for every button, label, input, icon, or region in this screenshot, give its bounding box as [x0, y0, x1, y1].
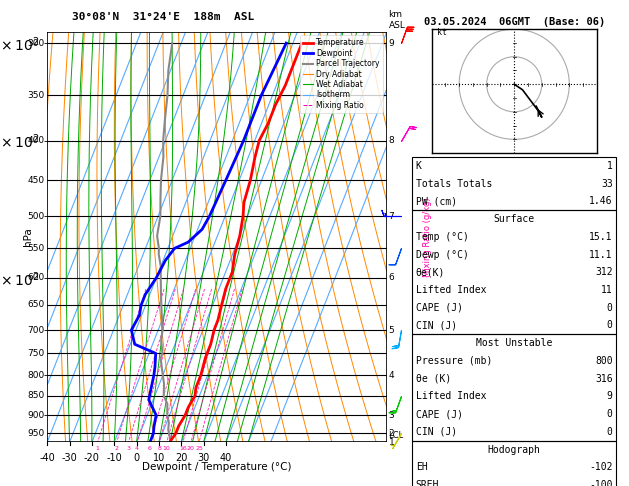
Text: 4: 4	[389, 371, 394, 380]
Text: Lifted Index: Lifted Index	[416, 391, 486, 401]
Text: EH: EH	[416, 462, 428, 472]
Text: 25: 25	[195, 446, 203, 451]
Text: 800: 800	[27, 371, 45, 380]
Text: Mixing Ratio (g/kg): Mixing Ratio (g/kg)	[423, 197, 432, 277]
Text: 16: 16	[179, 446, 187, 451]
Text: CAPE (J): CAPE (J)	[416, 409, 463, 419]
Text: 900: 900	[27, 411, 45, 419]
Text: 20: 20	[187, 446, 195, 451]
Text: 2: 2	[389, 429, 394, 438]
Text: km: km	[389, 10, 403, 19]
Text: 1: 1	[389, 438, 394, 447]
Text: SREH: SREH	[416, 480, 439, 486]
Text: CIN (J): CIN (J)	[416, 320, 457, 330]
Text: 5: 5	[389, 326, 394, 334]
Text: 9: 9	[607, 391, 613, 401]
Text: -10: -10	[106, 452, 122, 463]
Text: Pressure (mb): Pressure (mb)	[416, 356, 492, 366]
Text: -30: -30	[62, 452, 77, 463]
Text: 1: 1	[607, 161, 613, 171]
Text: 2: 2	[114, 446, 119, 451]
Text: 650: 650	[27, 300, 45, 310]
Text: 0: 0	[607, 427, 613, 437]
Text: 6: 6	[389, 273, 394, 282]
Text: -40: -40	[39, 452, 55, 463]
Text: 750: 750	[27, 349, 45, 358]
Text: 10: 10	[153, 452, 165, 463]
Text: 316: 316	[595, 374, 613, 384]
Text: -20: -20	[84, 452, 100, 463]
Text: 550: 550	[27, 244, 45, 253]
Text: 950: 950	[27, 429, 45, 438]
Text: 4: 4	[135, 446, 139, 451]
Text: Most Unstable: Most Unstable	[476, 338, 552, 348]
Text: 30°08'N  31°24'E  188m  ASL: 30°08'N 31°24'E 188m ASL	[72, 12, 255, 22]
Text: 0: 0	[133, 452, 140, 463]
Text: 11.1: 11.1	[589, 249, 613, 260]
Text: -102: -102	[589, 462, 613, 472]
Text: CIN (J): CIN (J)	[416, 427, 457, 437]
Text: 7: 7	[389, 211, 394, 221]
Text: 10: 10	[163, 446, 170, 451]
Text: 03.05.2024  06GMT  (Base: 06): 03.05.2024 06GMT (Base: 06)	[423, 17, 605, 27]
Text: 3: 3	[389, 411, 394, 419]
Text: 3: 3	[126, 446, 130, 451]
Text: kt: kt	[437, 28, 447, 36]
Text: 8: 8	[389, 136, 394, 145]
Text: Dewp (°C): Dewp (°C)	[416, 249, 469, 260]
Text: Surface: Surface	[494, 214, 535, 224]
Text: 350: 350	[27, 91, 45, 100]
Text: 1.46: 1.46	[589, 196, 613, 207]
Text: 600: 600	[27, 273, 45, 282]
Text: -100: -100	[589, 480, 613, 486]
Text: 0: 0	[607, 303, 613, 313]
Text: 33: 33	[601, 178, 613, 189]
Text: K: K	[416, 161, 421, 171]
Text: 800: 800	[595, 356, 613, 366]
Text: Lifted Index: Lifted Index	[416, 285, 486, 295]
Text: 1: 1	[96, 446, 99, 451]
Text: hPa: hPa	[23, 227, 33, 246]
Text: 11: 11	[601, 285, 613, 295]
Text: 300: 300	[27, 38, 45, 48]
Text: LCL: LCL	[389, 431, 404, 440]
Text: Hodograph: Hodograph	[487, 445, 541, 455]
Text: 500: 500	[27, 211, 45, 221]
Text: Totals Totals: Totals Totals	[416, 178, 492, 189]
Text: 700: 700	[27, 326, 45, 334]
Text: 450: 450	[27, 176, 45, 185]
Legend: Temperature, Dewpoint, Parcel Trajectory, Dry Adiabat, Wet Adiabat, Isotherm, Mi: Temperature, Dewpoint, Parcel Trajectory…	[299, 35, 383, 113]
Text: 0: 0	[607, 409, 613, 419]
Text: Dewpoint / Temperature (°C): Dewpoint / Temperature (°C)	[142, 462, 292, 472]
Text: 9: 9	[389, 38, 394, 48]
Text: 8: 8	[157, 446, 161, 451]
Text: 850: 850	[27, 391, 45, 400]
Text: Temp (°C): Temp (°C)	[416, 232, 469, 242]
Text: 312: 312	[595, 267, 613, 278]
Text: 400: 400	[27, 136, 45, 145]
Text: 40: 40	[220, 452, 232, 463]
Text: θe(K): θe(K)	[416, 267, 445, 278]
Text: θe (K): θe (K)	[416, 374, 451, 384]
Text: PW (cm): PW (cm)	[416, 196, 457, 207]
Text: CAPE (J): CAPE (J)	[416, 303, 463, 313]
Text: 20: 20	[175, 452, 187, 463]
Text: 15.1: 15.1	[589, 232, 613, 242]
Text: ASL: ASL	[389, 20, 406, 30]
Text: 30: 30	[198, 452, 209, 463]
Text: 0: 0	[607, 320, 613, 330]
Text: 6: 6	[148, 446, 152, 451]
